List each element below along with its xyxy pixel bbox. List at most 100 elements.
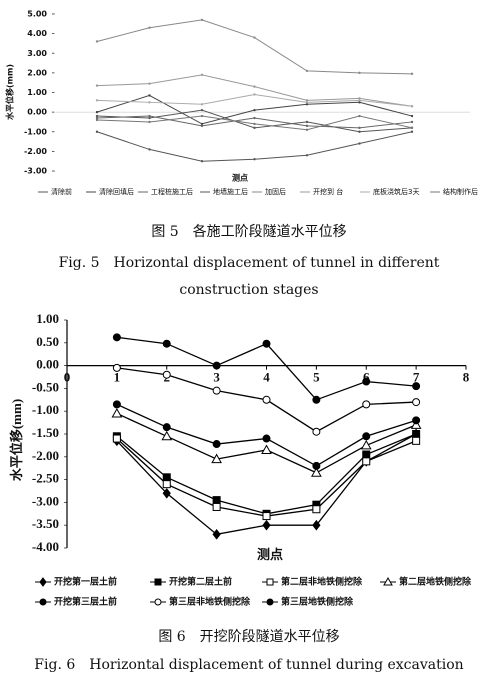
point	[253, 85, 256, 88]
y-tick-label: -1.00	[32, 402, 59, 417]
point	[200, 159, 204, 163]
point	[410, 72, 414, 76]
point	[253, 116, 256, 120]
point	[200, 114, 204, 118]
point	[148, 26, 151, 29]
y-tick-label: -2.00	[32, 448, 59, 463]
point	[200, 73, 204, 77]
x-tick-label: 4	[263, 370, 270, 385]
point	[200, 124, 204, 128]
point	[95, 114, 99, 118]
point	[253, 108, 256, 112]
y-tick-label: 5.00	[27, 10, 47, 19]
marker	[112, 333, 121, 342]
legend-marker	[383, 576, 393, 586]
marker	[162, 339, 171, 348]
marker	[312, 461, 321, 470]
marker	[262, 512, 271, 521]
legend-label: 第三层地铁侧挖除	[281, 596, 354, 608]
legend-marker	[266, 578, 274, 586]
point	[358, 71, 361, 75]
legend-label: 开挖到 台	[313, 187, 343, 196]
y-tick-label: -3.00	[24, 167, 47, 176]
y-tick-label: 0.00	[36, 357, 59, 372]
y-tick-label: -3.50	[32, 516, 59, 531]
y-tick-label: 1.00	[27, 88, 47, 97]
point	[305, 120, 309, 124]
marker	[162, 370, 171, 379]
point	[200, 103, 204, 106]
point	[410, 130, 414, 133]
marker	[262, 434, 271, 443]
legend-label: 第二层地铁侧挖除	[399, 576, 472, 588]
point	[358, 97, 361, 100]
marker	[212, 496, 221, 505]
y-tick-label: -1.00	[24, 127, 47, 136]
x-axis-label: 测点	[257, 547, 283, 562]
point	[148, 101, 151, 104]
x-tick-label: 5	[313, 370, 320, 385]
y-tick-label: 4.00	[27, 29, 47, 38]
point	[200, 108, 204, 112]
marker	[262, 395, 271, 404]
legend-marker	[39, 577, 47, 587]
y-tick-label: -3.00	[32, 493, 59, 508]
marker	[162, 487, 171, 499]
legend-label: 清除回填后	[99, 187, 134, 196]
legend-label: 第三层非地铁侧挖除	[169, 596, 251, 608]
x-tick-label: 1	[114, 370, 121, 385]
marker	[212, 440, 221, 449]
point	[305, 69, 309, 73]
y-tick-label: 1.00	[36, 311, 59, 326]
marker	[412, 436, 421, 445]
legend-label: 结构制作后	[443, 187, 478, 196]
marker	[311, 467, 322, 477]
caption-en: Fig. 6 Horizontal displacement of tunnel…	[34, 657, 463, 673]
point	[358, 101, 361, 104]
series-line	[96, 19, 413, 75]
point	[95, 99, 99, 102]
y-tick-label: -2.50	[32, 471, 59, 486]
marker	[111, 407, 123, 418]
point	[305, 99, 309, 102]
legend-label: 底板浇筑后3天	[373, 187, 419, 196]
point	[253, 36, 256, 39]
point	[148, 82, 151, 85]
marker	[261, 444, 272, 454]
point	[95, 84, 99, 87]
point	[253, 93, 256, 96]
y-tick-label: 2.00	[27, 68, 47, 77]
marker	[312, 427, 321, 436]
point	[95, 118, 99, 122]
legend-label: 第二层非地铁侧挖除	[281, 576, 363, 588]
marker	[262, 339, 271, 348]
marker	[112, 363, 121, 372]
marker	[360, 439, 372, 450]
marker	[362, 457, 371, 466]
legend-label: 地墙施工后	[213, 187, 248, 196]
legend-marker	[39, 598, 47, 606]
y-tick-label: -0.50	[32, 379, 59, 394]
point	[148, 116, 151, 120]
point	[200, 122, 204, 126]
legend-marker	[154, 578, 162, 586]
marker	[362, 450, 371, 459]
marker	[412, 382, 421, 391]
legend-label: 开挖第三层土前	[54, 596, 117, 608]
marker	[312, 505, 321, 514]
legend-marker	[154, 598, 162, 606]
marker	[262, 519, 271, 531]
marker	[312, 519, 321, 531]
x-tick-label: 3	[213, 370, 220, 385]
marker	[362, 377, 371, 386]
point	[148, 94, 151, 97]
legend-label: 清除前	[51, 187, 72, 196]
y-tick-label: 0.00	[27, 108, 47, 117]
caption-en: construction stages	[179, 282, 318, 298]
marker	[112, 400, 121, 409]
point	[305, 103, 309, 106]
point	[253, 158, 256, 161]
y-tick-label: -2.00	[24, 147, 47, 156]
point	[253, 126, 256, 130]
